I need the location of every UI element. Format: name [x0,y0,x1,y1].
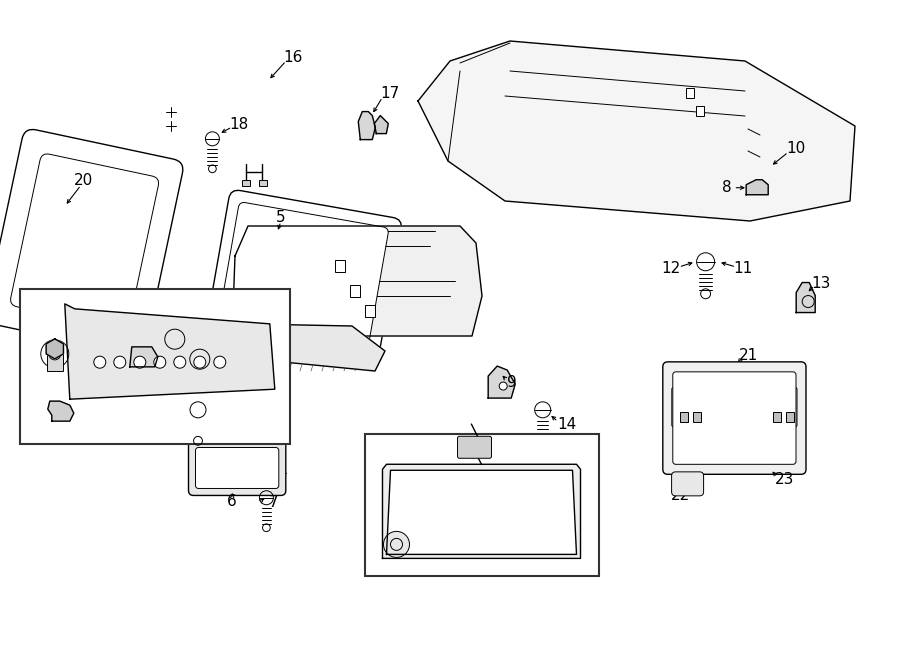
Text: 8: 8 [723,180,732,195]
Text: 19: 19 [379,527,399,541]
Text: 6: 6 [228,494,237,508]
FancyBboxPatch shape [219,202,388,347]
Polygon shape [46,339,64,359]
Circle shape [214,356,226,368]
FancyBboxPatch shape [665,380,804,434]
FancyBboxPatch shape [457,436,491,458]
FancyBboxPatch shape [195,447,279,488]
Text: 10: 10 [786,141,806,155]
FancyBboxPatch shape [11,154,158,329]
Bar [259,180,266,186]
Text: 15: 15 [464,565,484,580]
Polygon shape [488,366,515,398]
Text: 3: 3 [216,407,225,422]
Text: 20: 20 [74,173,94,188]
Text: 4: 4 [156,309,165,324]
Circle shape [500,382,508,390]
Bar [335,260,345,272]
Text: 13: 13 [811,276,831,291]
FancyBboxPatch shape [188,440,286,496]
Polygon shape [98,321,385,371]
Circle shape [94,356,106,368]
Polygon shape [418,41,855,221]
Text: 11: 11 [734,261,753,276]
Text: 1: 1 [153,427,162,442]
Text: 21: 21 [739,348,759,363]
Bar [47,346,63,371]
Bar [693,412,701,422]
Text: 7: 7 [269,495,278,510]
Bar [242,180,250,186]
Text: 17: 17 [380,87,400,101]
FancyBboxPatch shape [671,387,797,427]
Text: 23: 23 [775,473,795,487]
Text: 5: 5 [276,210,285,225]
Polygon shape [233,226,482,336]
Bar [365,305,375,317]
Polygon shape [382,464,580,559]
Bar [696,106,704,116]
FancyBboxPatch shape [671,472,704,496]
Text: 9: 9 [508,375,517,390]
Bar [680,412,688,422]
Text: 18: 18 [230,117,249,132]
Bar [773,412,781,422]
Text: 2: 2 [31,407,40,421]
Polygon shape [65,304,274,399]
Circle shape [49,348,61,360]
FancyBboxPatch shape [662,362,806,475]
Bar [364,434,598,576]
Bar [350,285,360,297]
Polygon shape [374,116,388,134]
Text: 22: 22 [670,488,690,502]
Polygon shape [746,180,769,195]
Circle shape [134,356,146,368]
Circle shape [113,356,126,368]
Text: 16: 16 [284,50,303,65]
Text: 14: 14 [557,417,577,432]
Bar [686,88,694,98]
Text: 12: 12 [662,261,681,276]
FancyBboxPatch shape [673,372,796,464]
Circle shape [194,356,206,368]
Polygon shape [48,401,74,421]
Polygon shape [358,112,375,139]
FancyBboxPatch shape [0,130,183,354]
FancyBboxPatch shape [207,190,401,360]
Polygon shape [796,282,815,313]
Polygon shape [130,347,158,367]
Polygon shape [233,296,248,336]
Bar [20,289,290,444]
Circle shape [383,531,410,557]
Polygon shape [386,470,577,555]
Circle shape [40,340,68,368]
Circle shape [154,356,166,368]
Bar [786,412,794,422]
Circle shape [174,356,185,368]
